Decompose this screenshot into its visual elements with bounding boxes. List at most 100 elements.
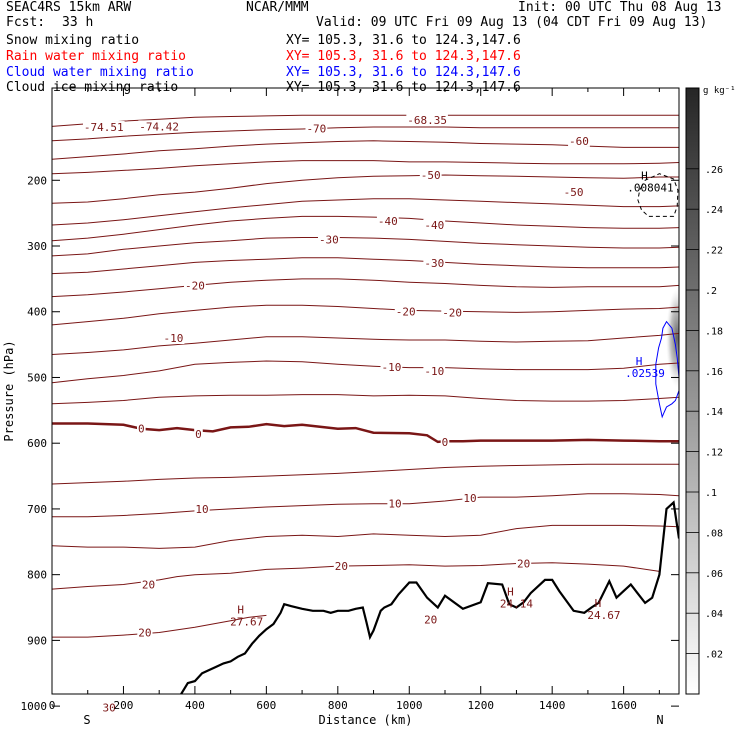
isotherm-contour-11 [52, 278, 679, 298]
contour-label-bg-16 [394, 305, 417, 318]
x-tick-label-5: 1000 [396, 699, 423, 712]
isotherm-contour-10 [52, 304, 679, 326]
contour-label-bg-19 [423, 257, 446, 270]
contour-label-11: 0 [442, 436, 449, 449]
endpoint-right: N [656, 713, 663, 727]
contour-label-12: -10 [164, 332, 184, 345]
x-tick-label-4: 800 [328, 699, 348, 712]
colorbar-bar [685, 87, 700, 695]
isotherm-contour-6 [52, 422, 679, 444]
colorbar-label-5: .12 [705, 448, 723, 459]
contour-label-bg-27 [138, 120, 180, 133]
contour-label-bg-22 [419, 169, 442, 182]
y-tick-label-4: 600 [27, 437, 47, 450]
y-tick-label-8: 200 [27, 174, 47, 187]
x-axis-label: Distance (km) [319, 713, 413, 727]
contour-label-bg-20 [376, 215, 399, 228]
contour-label-5: 20 [424, 613, 437, 626]
high-value-0: 27.67 [230, 615, 263, 628]
cloud-water-contour [655, 320, 679, 419]
high-marker-4: H [636, 355, 643, 368]
high-marker-2: H [595, 597, 602, 610]
high-value-2: 24.67 [587, 609, 620, 622]
contour-label-10: 0 [195, 428, 202, 441]
contour-label-bg-26 [83, 121, 125, 134]
isotherm-contour-12 [52, 257, 679, 275]
field-xy-snow: XY= 105.3, 31.6 to 124.3,147.6 [286, 33, 521, 48]
contour-label-18: -30 [319, 233, 339, 246]
y-axis-label: Pressure (hPa) [2, 340, 16, 441]
colorbar-label-7: .16 [705, 367, 723, 378]
contour-label-19: -30 [424, 257, 444, 270]
contour-label-27: -74.42 [139, 120, 179, 133]
field-name-rain: Rain water mixing ratio [6, 49, 187, 64]
isotherm-contour-7 [52, 394, 679, 405]
isotherm-contour-14 [52, 215, 679, 242]
y-tick-label-5: 500 [27, 371, 47, 384]
x-tick-label-1: 200 [114, 699, 134, 712]
y-tick-label-6: 400 [27, 306, 47, 319]
contour-label-bg-23 [562, 186, 585, 199]
contour-label-3: 20 [335, 560, 348, 573]
contour-label-14: -10 [424, 365, 444, 378]
x-tick-label-6: 1200 [467, 699, 494, 712]
contour-label-9: 0 [138, 423, 145, 436]
cloud-ice-contour [637, 173, 679, 217]
isotherm-contour-15 [52, 198, 679, 226]
contour-label-bg-21 [423, 218, 446, 231]
contour-label-23: -50 [564, 186, 584, 199]
contour-label-21: -40 [424, 219, 444, 232]
isotherm-contour-9 [52, 332, 679, 355]
x-tick-label-2: 400 [185, 699, 205, 712]
contour-label-bg-12 [162, 332, 185, 345]
high-marker-0: H [237, 603, 244, 616]
high-marker-3: H [641, 170, 648, 183]
high-value-1: 24.14 [500, 598, 533, 611]
endpoint-left: S [83, 713, 90, 727]
colorbar-label-10: .22 [705, 246, 723, 257]
x-tick-label-7: 1400 [539, 699, 566, 712]
isotherm-contour-17 [52, 160, 679, 175]
terrain-line [178, 500, 679, 694]
contour-label-bg-28 [406, 113, 448, 126]
valid-time: Valid: 09 UTC Fri 09 Aug 13 (04 CDT Fri … [316, 15, 708, 30]
colorbar-label-3: .08 [705, 528, 723, 539]
contour-label-bg-14 [423, 364, 446, 377]
contour-label-bg-8 [462, 491, 478, 504]
colorbar-unit: g kg⁻¹ [703, 86, 736, 96]
contour-label-bg-4 [515, 557, 532, 570]
contour-label-bg-0 [101, 701, 117, 714]
y-tick-label-2: 800 [27, 569, 47, 582]
field-xy-cloud-water: XY= 105.3, 31.6 to 124.3,147.6 [286, 65, 521, 80]
center-label: NCAR/MMM [246, 0, 309, 15]
contour-label-17: -20 [442, 306, 462, 319]
contour-label-24: -60 [569, 135, 589, 148]
high-value-3: .008041 [627, 182, 673, 195]
colorbar-label-0: .02 [705, 650, 723, 661]
contour-label-bg-1 [137, 626, 153, 639]
colorbar-label-2: .06 [705, 569, 723, 580]
contour-label-28: -68.35 [407, 114, 447, 127]
isotherm-contour-20 [52, 114, 679, 127]
colorbar-label-11: .24 [705, 205, 723, 216]
isotherm-contour-8 [52, 360, 679, 384]
isotherm-contour-13 [52, 237, 679, 257]
contour-label-0: 30 [103, 701, 116, 714]
contour-label-2: 20 [142, 579, 155, 592]
isotherm-contour-0 [52, 707, 679, 708]
y-tick-label-7: 300 [27, 240, 47, 253]
contour-label-bg-7 [387, 497, 403, 510]
x-tick-label-3: 600 [256, 699, 276, 712]
contour-label-bg-6 [194, 502, 210, 515]
contour-label-bg-3 [333, 560, 349, 573]
contour-label-25: -70 [306, 122, 326, 135]
isotherm-contour-4 [52, 493, 679, 518]
plot-frame [51, 87, 680, 695]
contour-label-bg-11 [440, 435, 450, 448]
mixing-ratio-shading [666, 288, 679, 388]
contour-label-8: 10 [463, 492, 476, 505]
colorbar-label-4: .1 [705, 488, 717, 499]
field-name-snow: Snow mixing ratio [6, 33, 140, 48]
x-tick-label-8: 1600 [610, 699, 637, 712]
